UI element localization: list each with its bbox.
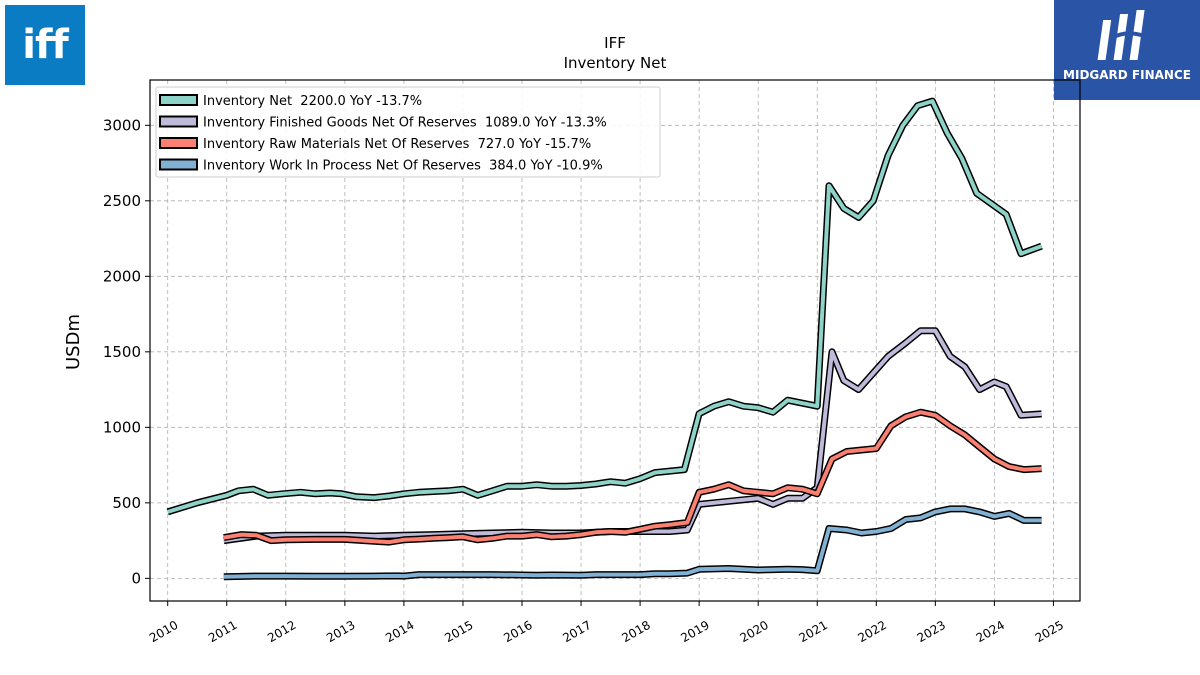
x-tick-label: 2023 (915, 618, 948, 645)
chart-title: IFF (604, 34, 626, 52)
x-tick-label: 2017 (560, 618, 593, 645)
plot-frame (149, 79, 1081, 602)
legend-label: Inventory Finished Goods Net Of Reserves… (203, 116, 607, 131)
series-layer (166, 97, 1043, 581)
legend-swatch (159, 115, 198, 128)
y-tick-label: 500 (112, 494, 141, 512)
x-axis: 2010 2011 2012 2013 2014 2015 2016 2017 2018 2019… (147, 601, 1066, 645)
x-tick-label: 2019 (678, 618, 711, 645)
series-outline-2 (223, 408, 1042, 546)
y-tick-label: 3000 (103, 116, 141, 134)
y-tick-label: 2500 (103, 192, 141, 210)
series-line-2 (223, 410, 1042, 545)
y-axis-label: USDm (63, 314, 84, 370)
x-tick-label: 2015 (442, 618, 475, 645)
legend-swatch (159, 94, 198, 106)
y-tick-label: 1500 (103, 343, 141, 361)
legend-swatch (159, 137, 198, 149)
x-tick-label: 2014 (383, 618, 416, 645)
x-tick-label: 2020 (737, 618, 770, 645)
midgard-logo-text: MIDGARD FINANCE (1063, 68, 1191, 82)
series-line-3 (223, 506, 1042, 579)
legend-label: Inventory Net 2200.0 YoY -13.7% (203, 94, 422, 109)
legend: Inventory Net 2200.0 YoY -13.7% Inventory… (155, 86, 661, 178)
x-tick-label: 2012 (265, 618, 298, 645)
y-tick-label: 0 (131, 569, 141, 587)
series-outline-1 (223, 327, 1042, 545)
x-tick-label: 2016 (501, 618, 534, 645)
chart-subtitle: Inventory Net (564, 54, 667, 72)
legend-label: Inventory Raw Materials Net Of Reserves … (203, 137, 591, 152)
x-tick-label: 2018 (619, 618, 652, 645)
x-tick-label: 2013 (324, 618, 357, 645)
midgard-logo-mark-icon (1097, 10, 1145, 60)
y-tick-label: 2000 (103, 267, 141, 285)
legend-label: Inventory Work In Process Net Of Reserve… (203, 159, 603, 174)
series-line-1 (223, 328, 1042, 543)
x-tick-label: 2021 (797, 618, 830, 645)
x-tick-label: 2011 (206, 618, 239, 645)
iff-logo: iff (5, 5, 85, 85)
x-tick-label: 2022 (856, 618, 889, 645)
y-axis: 0 500 1000 1500 2000 2500 3000 (103, 116, 150, 587)
x-tick-label: 2024 (974, 618, 1007, 645)
legend-swatch (159, 158, 198, 171)
series-line-0 (167, 99, 1043, 514)
iff-logo-text: iff (22, 22, 69, 68)
x-tick-label: 2025 (1033, 618, 1066, 645)
x-tick-label: 2010 (147, 618, 180, 645)
y-tick-label: 1000 (103, 418, 141, 436)
midgard-finance-logo: MIDGARD FINANCE (1054, 0, 1200, 100)
